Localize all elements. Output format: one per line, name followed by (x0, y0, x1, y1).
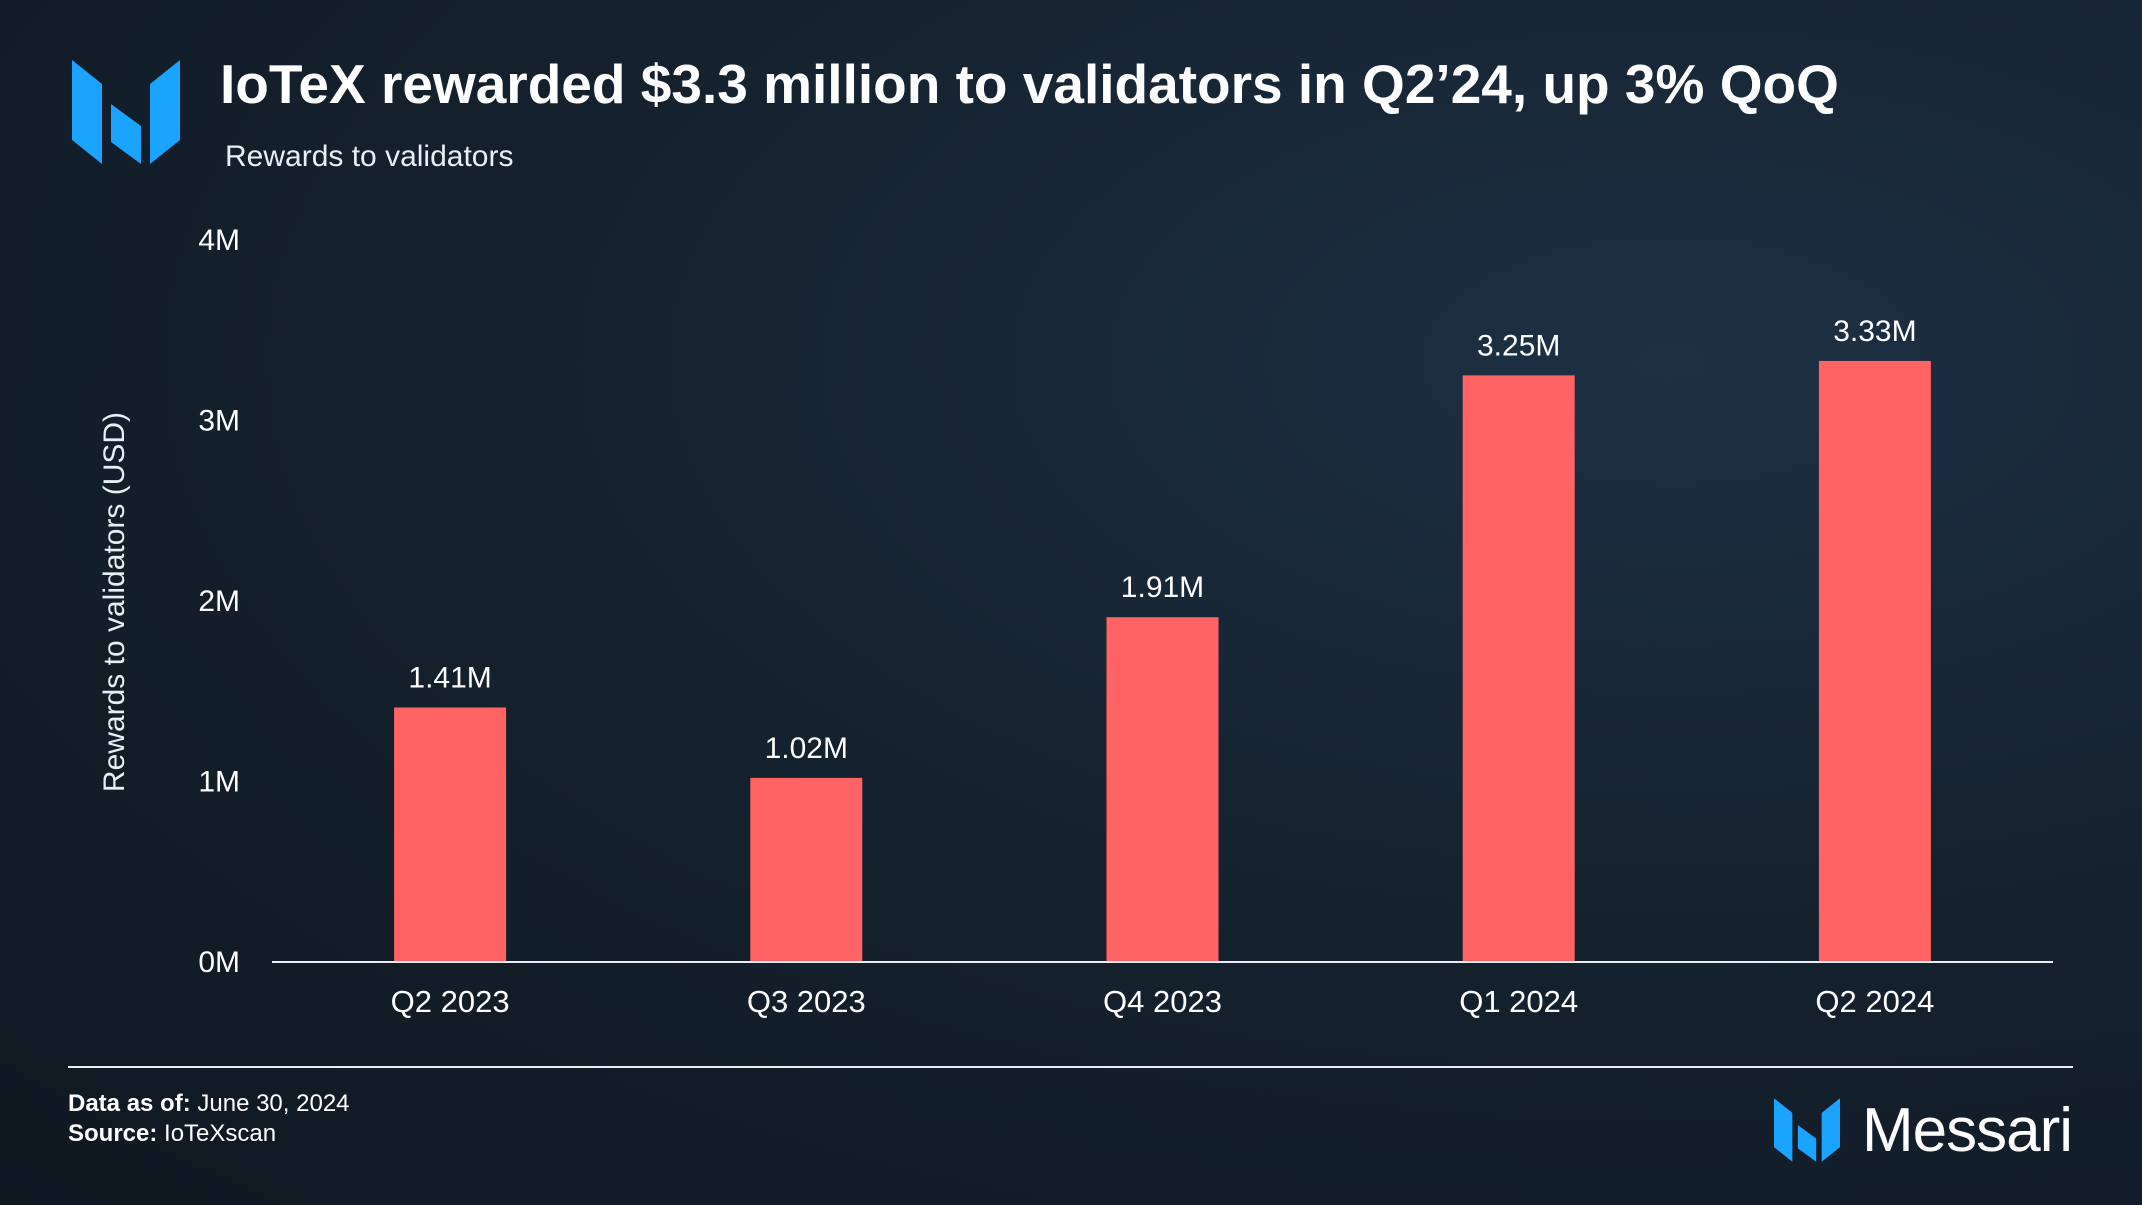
y-tick-label: 0M (198, 946, 240, 979)
data-as-of: Data as of: June 30, 2024 (68, 1090, 350, 1118)
bar (1462, 375, 1575, 962)
bar (394, 707, 507, 962)
x-tick-label: Q2 2024 (1815, 984, 1934, 1019)
data-label: 3.25M (1477, 329, 1560, 362)
data-source: Source: IoTeXscan (68, 1120, 276, 1148)
x-tick-label: Q4 2023 (1103, 984, 1222, 1019)
y-tick-label: 1M (198, 766, 240, 799)
data-as-of-value: June 30, 2024 (197, 1090, 350, 1117)
bar (1106, 617, 1219, 962)
data-label: 3.33M (1833, 315, 1916, 348)
bar (1818, 360, 1931, 962)
chart-subtitle: Rewards to validators (225, 140, 514, 173)
messari-brand: Messari (1773, 1095, 2073, 1165)
source-value: IoTeXscan (164, 1120, 277, 1147)
chart-title: IoTeX rewarded $3.3 million to validator… (220, 53, 1839, 115)
source-label: Source: (68, 1120, 158, 1147)
y-axis-label: Rewards to validators (USD) (98, 412, 131, 792)
y-tick-label: 4M (198, 224, 240, 257)
footer-divider (68, 1066, 2073, 1068)
data-label: 1.02M (765, 732, 848, 765)
data-label: 1.41M (408, 661, 491, 694)
messari-logo-icon (72, 60, 180, 164)
x-tick-label: Q2 2023 (391, 984, 510, 1019)
y-tick-label: 2M (198, 585, 240, 618)
data-as-of-label: Data as of: (68, 1090, 191, 1117)
data-label: 1.91M (1121, 571, 1204, 604)
x-tick-label: Q3 2023 (747, 984, 866, 1019)
x-tick-label: Q1 2024 (1459, 984, 1578, 1019)
brand-name: Messari (1861, 1095, 2073, 1165)
messari-brand-icon (1773, 1098, 1840, 1162)
y-tick-label: 3M (198, 405, 240, 438)
bar (750, 777, 863, 962)
